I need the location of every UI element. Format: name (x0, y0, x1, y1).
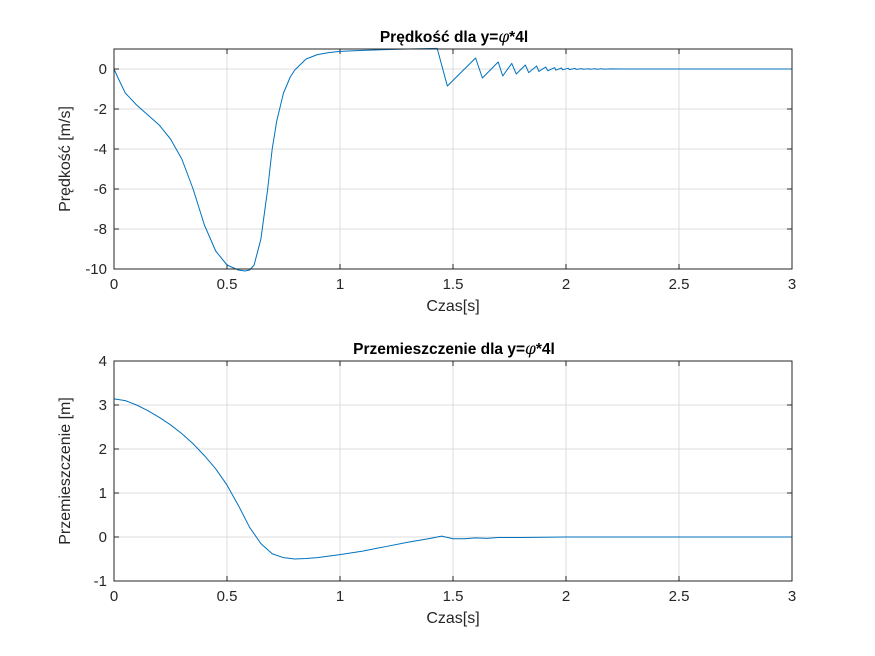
displacement-y-tick-label: 2 (99, 441, 107, 458)
displacement-y-tick-label: 0 (99, 529, 107, 546)
displacement-x-tick-label: 1 (336, 588, 344, 605)
velocity-x-tick-label: 0 (110, 276, 118, 293)
displacement-x-tick-label: 2.5 (669, 588, 690, 605)
velocity-y-tick-label: 0 (99, 61, 107, 78)
displacement-x-tick-label: 0.5 (217, 588, 238, 605)
displacement-subplot: Przemieszczenie dla y=φ*4l 0 0.5 1 1.5 2 2.5 3… (57, 340, 796, 627)
velocity-series-line (113, 47, 792, 272)
velocity-title: Prędkość dla y=φ*4l (380, 28, 528, 46)
velocity-y-tick-label: -8 (94, 221, 107, 238)
displacement-y-tick-label: 1 (99, 485, 107, 502)
velocity-x-tick-label: 1 (336, 276, 344, 293)
velocity-x-tick-label: 2.5 (669, 276, 690, 293)
displacement-x-tick-label: 0 (110, 588, 118, 605)
velocity-x-tick-label: 3 (788, 276, 796, 293)
velocity-x-tick-label: 1.5 (443, 276, 464, 293)
displacement-y-axis-label: Przemieszczenie [m] (57, 397, 74, 545)
velocity-x-tick-label: 0.5 (217, 276, 238, 293)
velocity-x-tick-label: 2 (562, 276, 570, 293)
velocity-axes-frame (113, 48, 793, 270)
displacement-y-tick-label: -1 (94, 573, 107, 590)
displacement-x-tick-label: 3 (788, 588, 796, 605)
displacement-y-tick-label: 4 (99, 353, 107, 370)
velocity-x-axis-label: Czas[s] (426, 298, 479, 315)
velocity-subplot: Prędkość dla y=φ*4l 0 0.5 1 1.5 2 2.5 3 -10 -8 -6… (57, 28, 796, 315)
velocity-y-tick-label: -2 (94, 101, 107, 118)
displacement-axes-frame (113, 360, 793, 582)
displacement-series-line (113, 398, 792, 560)
displacement-y-tick-label: 3 (99, 397, 107, 414)
velocity-y-axis-label: Prędkość [m/s] (57, 106, 74, 212)
displacement-x-tick-label: 1.5 (443, 588, 464, 605)
velocity-y-tick-label: -10 (85, 261, 107, 278)
velocity-y-tick-label: -6 (94, 181, 107, 198)
displacement-x-axis-label: Czas[s] (426, 610, 479, 627)
displacement-x-tick-label: 2 (562, 588, 570, 605)
displacement-title: Przemieszczenie dla y=φ*4l (353, 340, 555, 358)
velocity-y-tick-label: -4 (94, 141, 107, 158)
